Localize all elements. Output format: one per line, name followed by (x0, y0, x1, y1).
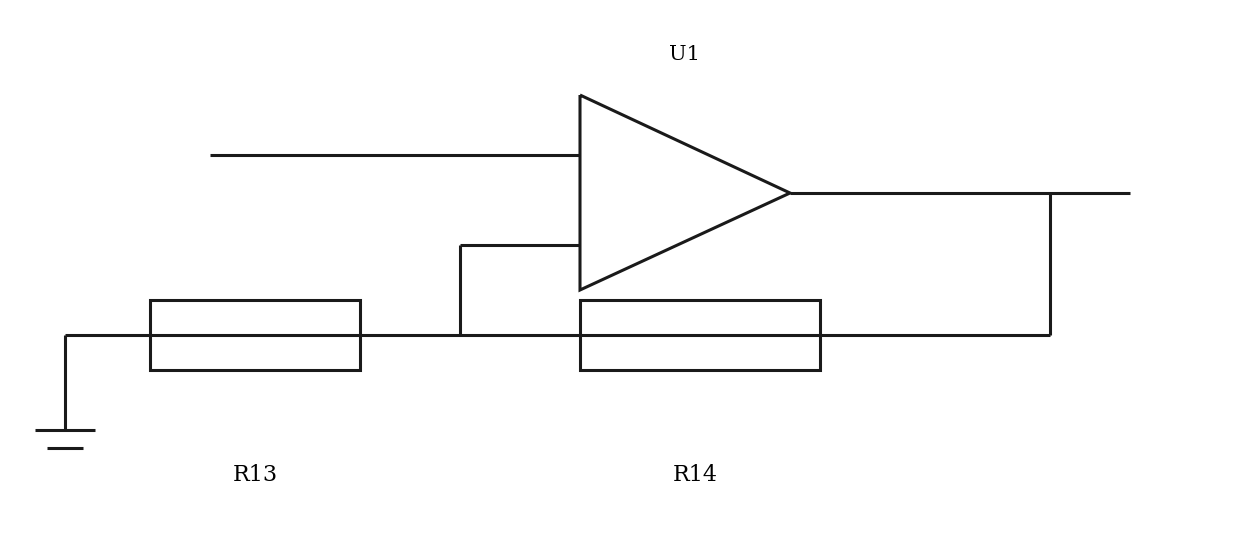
Bar (580, 300, 820, 370)
Bar (150, 300, 361, 370)
Text: R13: R13 (233, 464, 278, 486)
Text: R14: R14 (673, 464, 717, 486)
Text: U1: U1 (669, 46, 700, 64)
